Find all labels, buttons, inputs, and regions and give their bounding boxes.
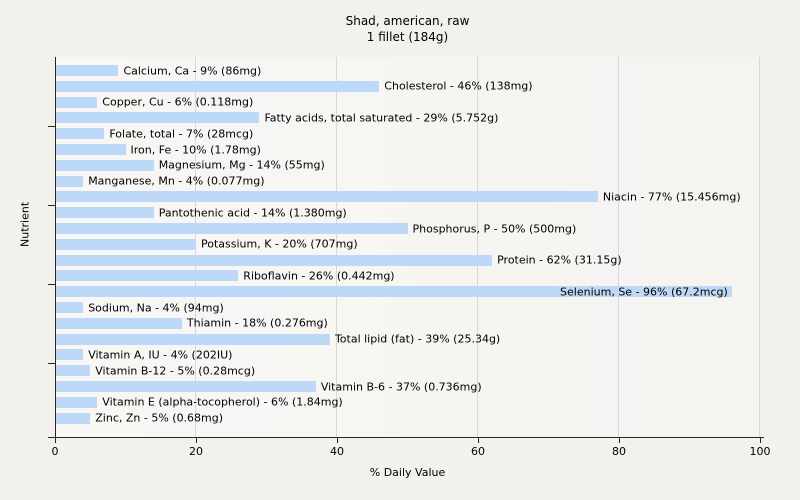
bar-zinc-zn: [55, 412, 91, 424]
bar-label: Vitamin B-12 - 5% (0.28mcg): [95, 364, 256, 378]
bar-row: Folate, total - 7% (28mcg): [55, 127, 760, 141]
bar-selenium-se: [55, 286, 732, 298]
bar-thiamin: [55, 317, 182, 329]
bar-phosphorus-p: [55, 223, 408, 234]
bar-row: Vitamin A, IU - 4% (202IU): [55, 348, 760, 362]
y-tick: [48, 283, 55, 285]
bar-label: Protein - 62% (31.15g): [497, 253, 622, 267]
gridline-80: [618, 57, 619, 437]
chart-title-line2: 1 fillet (184g): [366, 30, 449, 44]
bar-label: Iron, Fe - 10% (1.78mg): [130, 143, 261, 156]
bar-row: Cholesterol - 46% (138mg): [55, 79, 760, 93]
bar-magnesium-mg: [55, 159, 154, 171]
y-tick: [48, 362, 55, 364]
bar-calcium-ca: [55, 65, 119, 76]
bar-vitamin-a-iu: [55, 349, 84, 361]
bar-label: Potassium, K - 20% (707mg): [201, 237, 358, 251]
bar-row: Iron, Fe - 10% (1.78mg): [55, 143, 760, 156]
bar-label: Vitamin E (alpha-tocopherol) - 6% (1.84m…: [102, 395, 343, 409]
bar-label: Folate, total - 7% (28mcg): [109, 127, 254, 141]
bar-vitamin-e-alpha-tocopherol: [55, 396, 98, 408]
y-axis-line: [55, 57, 56, 442]
bar-row: Selenium, Se - 96% (67.2mcg): [55, 285, 760, 299]
bar-label: Riboflavin - 26% (0.442mg): [243, 269, 395, 283]
x-tick-0: [55, 438, 56, 443]
bar-row: Thiamin - 18% (0.276mg): [55, 316, 760, 330]
bar-label: Pantothenic acid - 14% (1.380mg): [158, 206, 347, 220]
bar-row: Pantothenic acid - 14% (1.380mg): [55, 206, 760, 220]
bar-label: Sodium, Na - 4% (94mg): [88, 301, 224, 314]
bar-row: Manganese, Mn - 4% (0.077mg): [55, 174, 760, 188]
bar-row: Fatty acids, total saturated - 29% (5.75…: [55, 111, 760, 125]
x-tick-label-60: 60: [471, 445, 485, 458]
bar-row: Copper, Cu - 6% (0.118mg): [55, 95, 760, 109]
bar-total-lipid-fat: [55, 333, 330, 345]
bar-iron-fe: [55, 144, 126, 155]
x-tick-80: [619, 438, 620, 443]
bar-protein: [55, 254, 493, 266]
x-tick-40: [337, 438, 338, 443]
bar-label: Thiamin - 18% (0.276mg): [186, 316, 328, 330]
bar-label: Total lipid (fat) - 39% (25.34g): [334, 332, 501, 346]
x-tick-label-100: 100: [749, 445, 771, 458]
chart-title: Shad, american, raw 1 fillet (184g): [55, 13, 760, 45]
bar-pantothenic-acid: [55, 207, 154, 219]
bar-row: Riboflavin - 26% (0.442mg): [55, 269, 760, 283]
bar-potassium-k: [55, 238, 196, 250]
y-tick: [48, 125, 55, 127]
x-axis-line: [48, 437, 764, 438]
bar-label: Calcium, Ca - 9% (86mg): [123, 64, 262, 77]
bar-row: Niacin - 77% (15.456mg): [55, 190, 760, 204]
x-axis-title: % Daily Value: [369, 466, 446, 479]
x-tick-label-20: 20: [189, 445, 203, 458]
x-tick-label-0: 0: [51, 445, 59, 458]
bar-riboflavin: [55, 270, 239, 282]
bar-row: Calcium, Ca - 9% (86mg): [55, 64, 760, 77]
bar-row: Sodium, Na - 4% (94mg): [55, 301, 760, 314]
bar-manganese-mn: [55, 175, 84, 187]
bar-row: Protein - 62% (31.15g): [55, 253, 760, 267]
bar-vitamin-b-6: [55, 381, 316, 392]
x-tick-20: [196, 438, 197, 443]
bar-vitamin-b-12: [55, 365, 91, 377]
x-tick-100: [760, 438, 761, 443]
x-tick-label-40: 40: [330, 445, 344, 458]
bar-label: Vitamin B-6 - 37% (0.736mg): [320, 380, 482, 393]
y-axis-title: Nutrient: [18, 201, 32, 247]
plot-area: Calcium, Ca - 9% (86mg) Cholesterol - 46%…: [55, 57, 760, 437]
bar-row: Potassium, K - 20% (707mg): [55, 237, 760, 251]
gridline-40: [336, 57, 337, 437]
x-tick-label-80: 80: [612, 445, 626, 458]
bar-label: Fatty acids, total saturated - 29% (5.75…: [264, 111, 499, 125]
bar-label: Cholesterol - 46% (138mg): [384, 79, 533, 93]
bar-label: Phosphorus, P - 50% (500mg): [412, 222, 577, 235]
bar-row: Vitamin B-12 - 5% (0.28mcg): [55, 364, 760, 378]
bar-label: Magnesium, Mg - 14% (55mg): [158, 158, 325, 172]
bar-row: Zinc, Zn - 5% (0.68mg): [55, 411, 760, 425]
bar-sodium-na: [55, 302, 84, 313]
x-tick-60: [478, 438, 479, 443]
bar-copper-cu: [55, 96, 98, 108]
bar-label: Vitamin A, IU - 4% (202IU): [88, 348, 233, 362]
bar-label: Manganese, Mn - 4% (0.077mg): [88, 174, 265, 188]
chart-title-line1: Shad, american, raw: [345, 14, 470, 28]
bar-row: Magnesium, Mg - 14% (55mg): [55, 158, 760, 172]
bar-row: Total lipid (fat) - 39% (25.34g): [55, 332, 760, 346]
bar-row: Phosphorus, P - 50% (500mg): [55, 222, 760, 235]
bar-row: Vitamin B-6 - 37% (0.736mg): [55, 380, 760, 393]
bar-folate-total: [55, 128, 105, 140]
bar-niacin: [55, 191, 598, 203]
gridline-100: [759, 57, 760, 437]
y-tick: [48, 204, 55, 206]
bar-fatty-acids-total-saturated: [55, 112, 260, 124]
bar-cholesterol: [55, 80, 380, 92]
bar-label: Selenium, Se - 96% (67.2mcg): [560, 285, 728, 299]
bar-label: Copper, Cu - 6% (0.118mg): [102, 95, 254, 109]
bar-label: Zinc, Zn - 5% (0.68mg): [95, 411, 224, 425]
gridline-60: [477, 57, 478, 437]
bar-row: Vitamin E (alpha-tocopherol) - 6% (1.84m…: [55, 395, 760, 409]
bar-label: Niacin - 77% (15.456mg): [602, 190, 741, 204]
